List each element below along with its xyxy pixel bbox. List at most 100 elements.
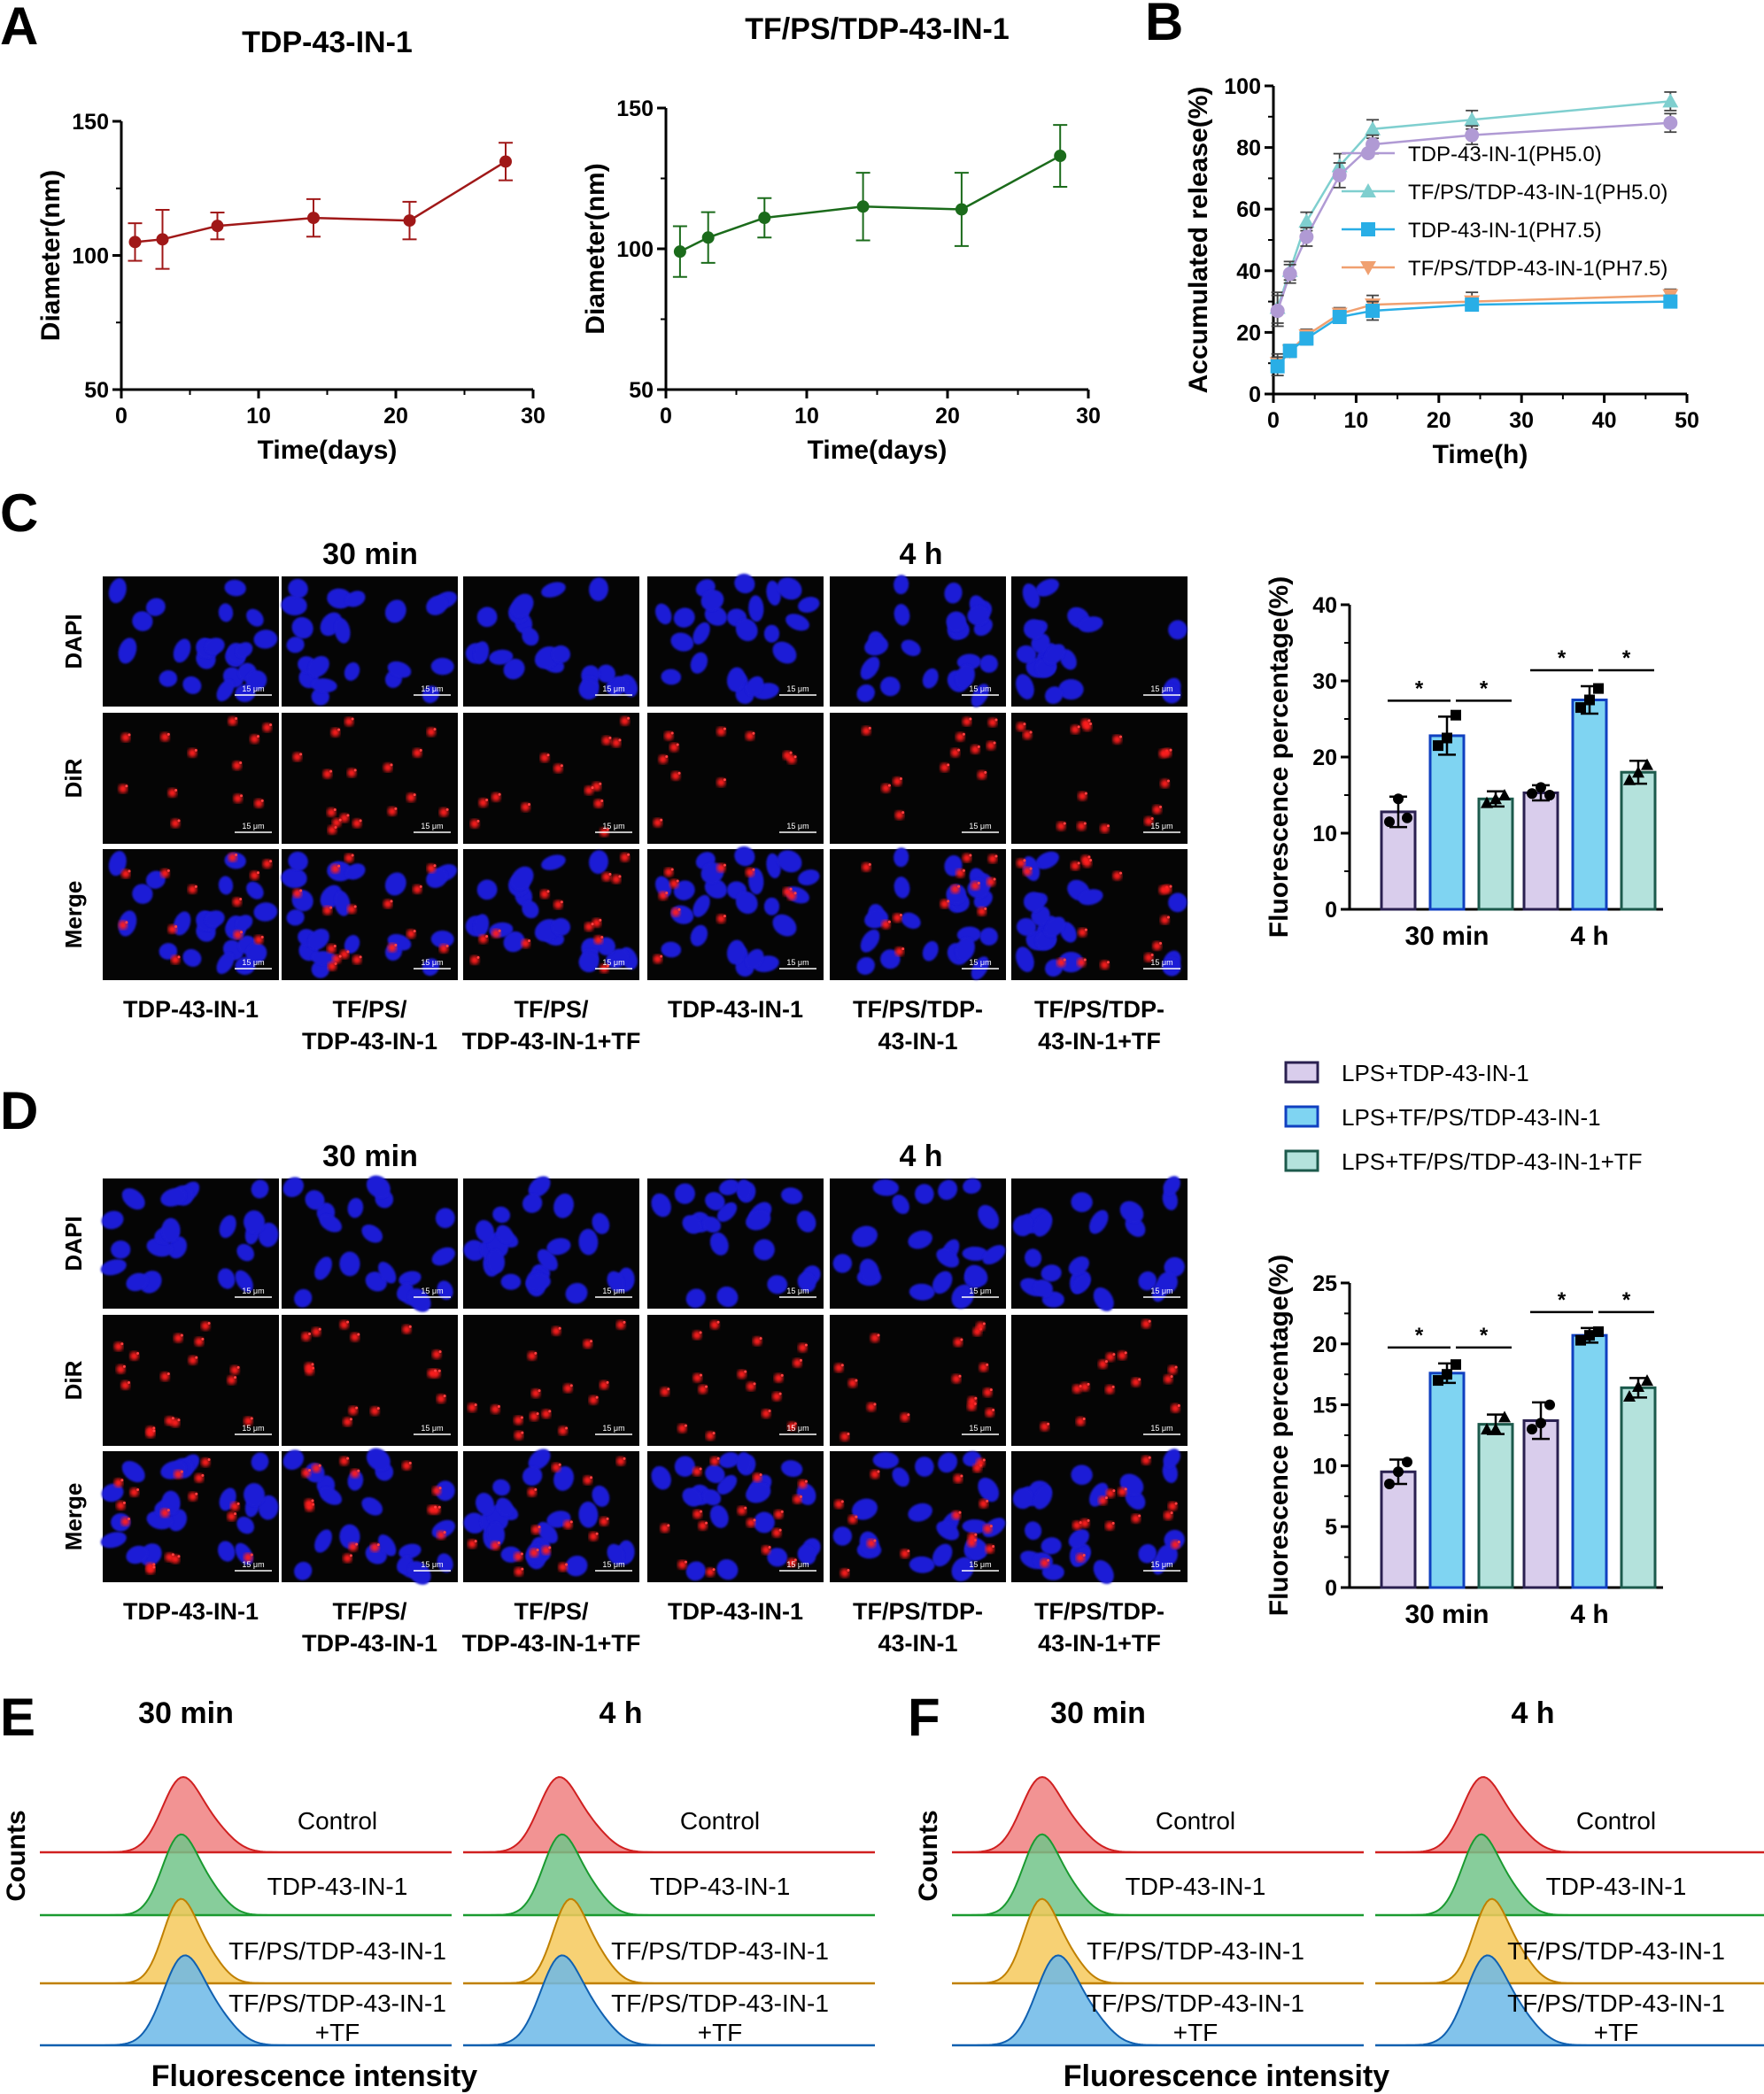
dir-speck <box>1169 748 1172 752</box>
dir-speck <box>125 921 128 924</box>
diameter-chart-tdp: 50 100 150 0 10 20 30 Time(days) Diameter(nm) TDP… <box>36 26 545 465</box>
x-tick-label: 20 <box>383 404 408 429</box>
point-square <box>1451 709 1461 721</box>
dir-signal <box>1077 958 1087 968</box>
dir-speck <box>548 1546 552 1549</box>
dir-signal <box>201 1457 211 1467</box>
dir-speck <box>569 1520 573 1524</box>
micrograph-tile <box>1011 713 1188 844</box>
dir-speck <box>235 716 238 720</box>
dir-signal <box>553 763 563 773</box>
dir-signal <box>301 1332 311 1341</box>
dir-speck <box>520 1552 523 1556</box>
nucleus <box>282 1449 305 1471</box>
nucleus <box>282 1177 305 1198</box>
dir-speck <box>962 869 965 872</box>
dir-signal <box>432 1486 442 1495</box>
dir-speck <box>752 731 755 735</box>
nucleus <box>437 1553 453 1573</box>
point-circle <box>1536 1418 1546 1429</box>
nucleus <box>892 1467 909 1487</box>
nucleus <box>922 668 939 689</box>
dir-signal <box>227 1375 236 1385</box>
nucleus <box>796 1210 816 1232</box>
micrograph-tile <box>103 713 279 844</box>
panel-caption: TF/PS/TDP- <box>853 1598 983 1625</box>
dir-speck <box>207 1322 211 1325</box>
dir-signal <box>120 732 130 742</box>
row-label: DiR <box>60 758 87 798</box>
dir-signal <box>951 1374 961 1384</box>
dir-speck <box>308 1333 312 1336</box>
dir-signal <box>437 1394 446 1403</box>
dir-signal <box>120 869 130 878</box>
dir-speck <box>590 1340 593 1343</box>
nucleus <box>422 958 439 977</box>
dir-speck <box>136 1351 140 1355</box>
nucleus <box>932 1543 953 1567</box>
point-circle <box>1402 1457 1412 1468</box>
dir-signal <box>330 864 340 874</box>
x-tick-label: 0 <box>1267 408 1280 433</box>
time-label-30min: 30 min <box>1050 1696 1146 1730</box>
nucleus <box>537 1521 558 1544</box>
dir-signal <box>116 1364 126 1374</box>
nucleus <box>872 1178 900 1196</box>
nucleus <box>702 1489 722 1506</box>
marker-square <box>1366 304 1381 319</box>
nucleus <box>1078 889 1103 906</box>
dir-speck <box>716 1457 720 1460</box>
dir-speck <box>443 1531 446 1534</box>
dir-speck <box>351 854 354 857</box>
nucleus <box>347 1197 364 1218</box>
dir-signal <box>304 1498 313 1508</box>
dir-speck <box>1170 1375 1173 1379</box>
dir-signal <box>692 1330 702 1340</box>
nucleus <box>735 618 758 642</box>
marker-triangle <box>1360 183 1376 197</box>
nucleus <box>915 1457 934 1477</box>
nucleus <box>159 670 178 687</box>
dir-signal <box>893 913 902 923</box>
point-square <box>1584 1330 1595 1341</box>
dir-signal <box>616 1457 626 1466</box>
dir-signal <box>967 1533 977 1542</box>
nucleus <box>674 1183 695 1204</box>
dir-signal <box>956 869 965 878</box>
dir-speck <box>899 777 902 781</box>
nucleus <box>718 1179 739 1195</box>
dir-speck <box>1166 779 1170 783</box>
dir-signal <box>1078 928 1087 938</box>
nucleus <box>522 628 539 646</box>
dir-signal <box>230 1502 240 1511</box>
dir-signal <box>1056 958 1066 968</box>
nucleus <box>319 1487 343 1505</box>
nucleus <box>1157 1544 1178 1567</box>
dir-signal <box>1168 1502 1178 1511</box>
nucleus <box>908 1230 932 1249</box>
scale-bar-label: 15 μm <box>421 822 443 831</box>
dir-speck <box>1029 730 1033 734</box>
marker-triangle-down <box>1360 261 1376 275</box>
dir-signal <box>692 1373 702 1383</box>
nucleus <box>745 676 764 696</box>
scale-bar-label: 15 μm <box>786 822 808 831</box>
panel-caption: TF/PS/ <box>332 1598 407 1625</box>
nucleus <box>946 611 967 632</box>
dir-speck <box>627 716 631 720</box>
dir-speck <box>136 1487 140 1491</box>
dir-signal <box>589 1532 599 1542</box>
dir-speck <box>677 771 681 775</box>
dir-speck <box>1119 735 1123 738</box>
dir-speck <box>1087 1382 1090 1386</box>
dir-speck <box>128 1380 131 1384</box>
y-tick-label: 5 <box>1325 1515 1337 1540</box>
dir-speck <box>346 1320 350 1324</box>
nucleus <box>1041 1537 1062 1555</box>
dir-signal <box>762 1409 771 1418</box>
panel-letter-c: C <box>0 483 38 543</box>
panel-letter-d: D <box>0 1081 38 1140</box>
time-label-30min: 30 min <box>322 1140 418 1173</box>
row-label: Merge <box>60 1483 87 1551</box>
dir-speck <box>1063 958 1066 962</box>
